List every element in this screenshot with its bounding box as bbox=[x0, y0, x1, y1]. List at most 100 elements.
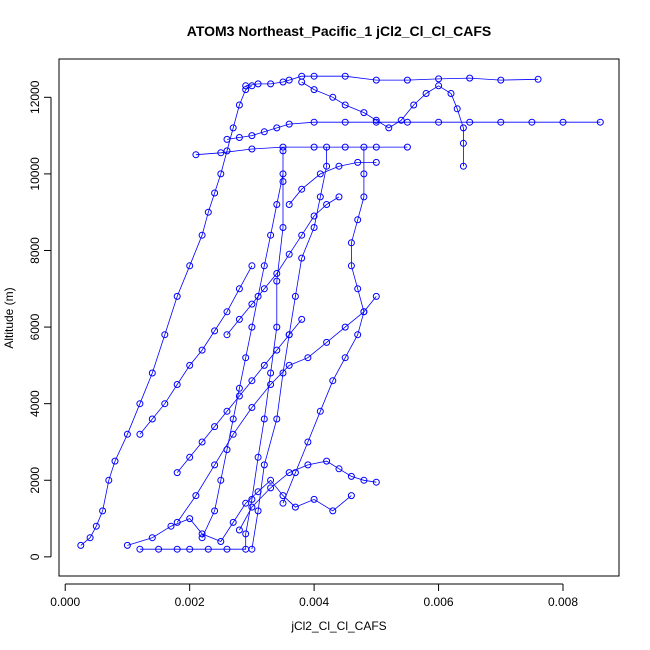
series-line bbox=[176, 319, 303, 473]
data-point bbox=[341, 143, 349, 151]
data-point bbox=[211, 423, 219, 431]
data-point bbox=[148, 534, 156, 542]
data-point bbox=[148, 415, 156, 423]
data-point bbox=[173, 292, 181, 300]
data-point bbox=[354, 331, 362, 339]
series-12 bbox=[298, 78, 467, 170]
series-line bbox=[301, 81, 464, 167]
data-point bbox=[335, 465, 343, 473]
data-point bbox=[211, 461, 219, 469]
series-3 bbox=[192, 143, 411, 159]
series-5 bbox=[248, 143, 331, 553]
data-point bbox=[403, 143, 411, 151]
plot-frame bbox=[58, 58, 620, 577]
data-point bbox=[316, 193, 324, 201]
data-point bbox=[466, 118, 474, 126]
series-line bbox=[226, 196, 340, 335]
data-point bbox=[360, 476, 368, 484]
data-point bbox=[223, 308, 231, 316]
data-point bbox=[310, 118, 318, 126]
data-point bbox=[273, 124, 281, 132]
data-point bbox=[385, 124, 393, 132]
data-point bbox=[136, 400, 144, 408]
data-point bbox=[198, 231, 206, 239]
data-point bbox=[323, 201, 331, 208]
series-line bbox=[80, 85, 253, 546]
data-point bbox=[285, 76, 293, 84]
data-point bbox=[285, 469, 293, 477]
data-point bbox=[235, 101, 243, 109]
data-point bbox=[360, 308, 368, 316]
data-point bbox=[204, 208, 212, 216]
data-point bbox=[254, 80, 262, 88]
data-point bbox=[285, 120, 293, 128]
data-point bbox=[235, 134, 243, 141]
data-point bbox=[217, 538, 225, 545]
series-9 bbox=[173, 292, 380, 526]
data-point bbox=[273, 201, 281, 208]
data-point bbox=[329, 93, 337, 101]
data-point bbox=[204, 545, 212, 553]
data-point bbox=[360, 143, 368, 151]
data-point bbox=[534, 75, 542, 83]
data-point bbox=[198, 346, 206, 354]
data-point bbox=[235, 285, 243, 293]
data-point bbox=[347, 239, 355, 247]
data-point bbox=[298, 315, 306, 323]
data-point bbox=[329, 377, 337, 385]
data-point bbox=[285, 331, 293, 339]
data-point bbox=[229, 415, 237, 423]
data-point bbox=[372, 76, 380, 84]
data-point bbox=[310, 72, 318, 80]
data-point bbox=[453, 105, 461, 113]
data-point bbox=[316, 407, 324, 415]
data-point bbox=[435, 118, 443, 126]
data-point bbox=[211, 189, 219, 197]
series-0 bbox=[77, 82, 256, 549]
data-point bbox=[372, 116, 380, 124]
data-point bbox=[310, 86, 318, 94]
data-point bbox=[372, 158, 380, 166]
data-point bbox=[528, 118, 536, 126]
data-point bbox=[285, 361, 293, 369]
data-point bbox=[279, 224, 287, 231]
y-tick-label: 12000 bbox=[28, 80, 42, 114]
data-point bbox=[323, 457, 331, 465]
data-point bbox=[248, 145, 256, 153]
data-point bbox=[223, 545, 231, 553]
data-point bbox=[304, 461, 312, 469]
data-point bbox=[354, 285, 362, 293]
data-point bbox=[254, 488, 262, 496]
data-point bbox=[273, 346, 281, 354]
data-point bbox=[235, 315, 243, 323]
data-point bbox=[291, 503, 299, 511]
data-point bbox=[217, 170, 225, 178]
data-point bbox=[410, 101, 418, 109]
data-point bbox=[267, 80, 275, 88]
data-point bbox=[298, 185, 306, 193]
series-line bbox=[127, 479, 352, 546]
data-point bbox=[403, 76, 411, 84]
data-point bbox=[186, 545, 194, 553]
data-point bbox=[341, 72, 349, 80]
data-point bbox=[173, 545, 181, 553]
data-point bbox=[192, 151, 200, 159]
series-line bbox=[139, 150, 284, 550]
data-point bbox=[310, 495, 318, 503]
series-1 bbox=[242, 72, 542, 90]
data-point bbox=[267, 484, 275, 492]
data-point bbox=[260, 361, 268, 369]
data-point bbox=[316, 170, 324, 178]
series-2 bbox=[223, 118, 604, 143]
data-point bbox=[217, 149, 225, 157]
data-point bbox=[335, 193, 343, 201]
data-point bbox=[279, 143, 287, 151]
data-point bbox=[248, 404, 256, 411]
data-point bbox=[267, 369, 275, 377]
data-point bbox=[260, 285, 268, 293]
series-15 bbox=[173, 315, 306, 477]
data-point bbox=[279, 492, 287, 500]
data-point bbox=[341, 118, 349, 126]
y-tick-label: 2000 bbox=[28, 467, 42, 494]
data-point bbox=[354, 216, 362, 224]
